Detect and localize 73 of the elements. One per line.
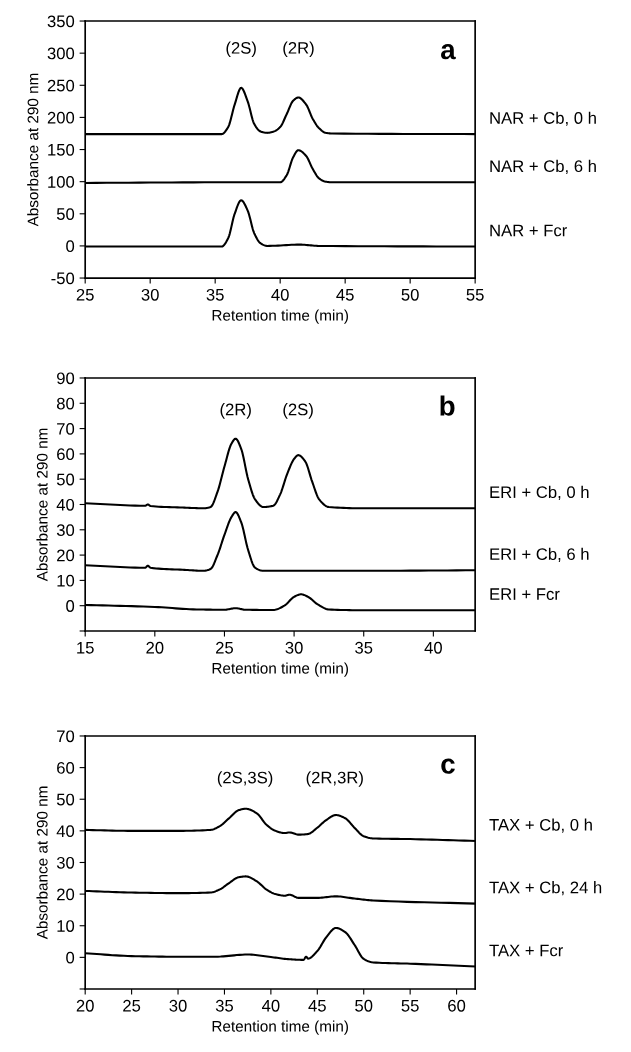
y-tick-label: 50 <box>56 208 75 220</box>
x-tick-label: 55 <box>401 1000 419 1012</box>
y-tick-label: 0 <box>66 600 75 612</box>
x-tick-label: 15 <box>77 642 94 654</box>
annotation: (2R,3R) <box>306 771 363 787</box>
x-tick-label: 35 <box>215 999 234 1012</box>
series-label: NAR + Cb, 6 h <box>490 159 596 175</box>
y-tick-label: 0 <box>66 240 75 253</box>
y-tick-label: 30 <box>56 856 75 869</box>
x-axis-title: Retention time (min) <box>212 309 348 324</box>
x-tick-label: 50 <box>355 999 373 1012</box>
x-tick-label: 30 <box>141 288 159 301</box>
x-tick-label: 55 <box>466 289 484 301</box>
y-tick-label: 10 <box>57 920 75 932</box>
x-tick-label: 30 <box>169 999 187 1012</box>
y-tick-label: 10 <box>57 574 75 587</box>
x-axis-title: Retention time (min) <box>212 662 348 677</box>
annotation: c <box>441 758 455 774</box>
x-tick-label: 40 <box>424 641 442 654</box>
y-tick-label: 300 <box>47 47 75 60</box>
x-tick-label: 45 <box>336 289 354 301</box>
x-tick-label: 20 <box>76 999 94 1012</box>
annotation: b <box>440 395 455 416</box>
y-tick-label: 70 <box>57 422 75 435</box>
annotation: (2R) <box>283 41 314 58</box>
y-tick-label: 40 <box>56 825 75 838</box>
series-label: ERI + Fcr <box>490 588 560 600</box>
y-axis-title: Absorbance at 290 nm <box>36 786 48 940</box>
x-tick-label: 60 <box>448 999 466 1012</box>
y-tick-label: 70 <box>57 730 75 743</box>
y-tick-label: 30 <box>56 524 75 536</box>
x-tick-label: 25 <box>76 288 94 301</box>
series-label: TAX + Cb, 0 h <box>489 818 592 833</box>
y-tick-label: 20 <box>57 888 75 901</box>
x-tick-label: 50 <box>401 288 419 301</box>
x-tick-label: 40 <box>261 999 280 1012</box>
y-tick-label: 90 <box>57 372 75 385</box>
x-tick-label: 20 <box>146 641 164 654</box>
x-tick-label: 35 <box>355 641 373 654</box>
x-axis-title: Retention time (min) <box>212 1020 348 1035</box>
x-tick-label: 25 <box>216 641 234 654</box>
y-tick-label: 150 <box>48 143 75 156</box>
y-axis-title: Absorbance at 290 nm <box>27 73 39 227</box>
y-tick-label: 50 <box>56 473 75 486</box>
y-tick-label: 80 <box>56 397 75 410</box>
y-tick-label: -50 <box>51 272 75 285</box>
y-tick-label: 40 <box>56 498 75 511</box>
series-label: NAR + Fcr <box>490 224 567 237</box>
x-tick-label: 25 <box>123 999 141 1012</box>
x-tick-label: 30 <box>285 641 303 654</box>
series-label: ERI + Cb, 6 h <box>490 547 589 562</box>
series-label: ERI + Cb, 0 h <box>490 485 589 501</box>
y-tick-label: 0 <box>66 951 75 964</box>
y-axis-title: Absorbance at 290 nm <box>36 428 48 582</box>
annotation: a <box>441 44 456 60</box>
y-tick-label: 200 <box>47 111 75 124</box>
annotation: (2R) <box>220 403 251 419</box>
series-label: TAX + Cb, 24 h <box>489 881 602 896</box>
x-tick-label: 35 <box>206 288 224 301</box>
annotation: (2S,3S) <box>217 771 273 787</box>
y-tick-label: 100 <box>48 176 75 188</box>
x-tick-label: 45 <box>308 1000 326 1012</box>
y-tick-label: 250 <box>47 79 75 92</box>
y-tick-label: 50 <box>56 793 75 806</box>
y-tick-label: 60 <box>57 762 75 774</box>
y-tick-label: 20 <box>57 549 75 562</box>
x-tick-label: 40 <box>271 288 289 301</box>
y-tick-label: 350 <box>47 15 75 28</box>
annotation: (2S) <box>283 403 313 419</box>
series-label: TAX + Fcr <box>489 944 563 957</box>
series-label: NAR + Cb, 0 h <box>490 111 596 126</box>
y-tick-label: 60 <box>57 448 75 461</box>
annotation: (2S) <box>226 41 256 58</box>
